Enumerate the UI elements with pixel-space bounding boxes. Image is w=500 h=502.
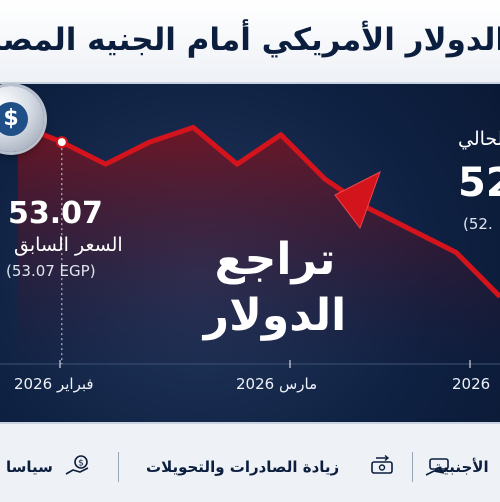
annotation-line-2: الدولار (200, 288, 350, 344)
previous-price-label: السعر السابق (14, 234, 123, 256)
footer-separator-1 (118, 452, 119, 482)
current-price-label: الحالي (458, 128, 500, 150)
data-point-1 (57, 137, 67, 147)
previous-price-value: 53.07 (8, 196, 103, 231)
footer-separator-2 (412, 452, 413, 482)
x-tick-label-feb: فبراير 2026 (14, 375, 94, 393)
dollar-decline-annotation: تراجع الدولار (200, 232, 350, 344)
factor-label-foreign: الأجنبية (434, 458, 489, 476)
factor-label-policies: سياسا (6, 458, 53, 476)
x-tick-label-next: 2026 (452, 375, 490, 393)
annotation-line-1: تراجع (200, 232, 350, 288)
current-price-egp: (52. (463, 215, 493, 233)
page-title: ع الدولار الأمريكي أمام الجنيه المصر (0, 22, 500, 58)
factor-label-exports: زيادة الصادرات والتحويلات (146, 458, 339, 476)
svg-text:$: $ (78, 459, 84, 469)
current-price-value: 52 (458, 160, 500, 206)
cash-transfer-icon (368, 454, 396, 478)
factors-footer: سياسا $ زيادة الصادرات والتحويلات الأجنب… (0, 422, 500, 502)
hand-coin-icon: $ (64, 454, 92, 478)
x-tick-label-mar: مارس 2026 (236, 375, 317, 393)
previous-price-egp: (53.07 EGP) (6, 262, 96, 280)
title-bar: ع الدولار الأمريكي أمام الجنيه المصر (0, 0, 500, 84)
dollar-sign-icon: $ (0, 102, 28, 136)
